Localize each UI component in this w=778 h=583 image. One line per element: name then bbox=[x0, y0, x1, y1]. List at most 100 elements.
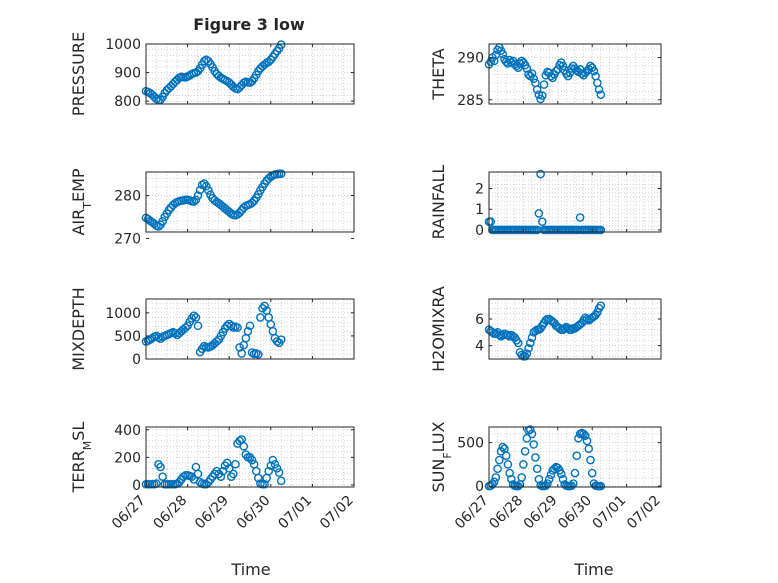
data-point bbox=[276, 169, 286, 179]
data-point bbox=[489, 477, 499, 487]
data-point bbox=[524, 344, 533, 353]
y-tick-label: 6 bbox=[475, 312, 484, 328]
data-point bbox=[264, 466, 274, 476]
data-point bbox=[222, 458, 232, 468]
data-point bbox=[507, 474, 516, 484]
data-point bbox=[589, 66, 599, 76]
data-point bbox=[529, 74, 539, 83]
data-point bbox=[247, 198, 257, 208]
y-axis-label: H2OMIXRA bbox=[429, 286, 448, 372]
y-tick-label: 1000 bbox=[105, 306, 141, 322]
data-point bbox=[268, 455, 278, 465]
data-point bbox=[216, 472, 226, 481]
data-point bbox=[204, 186, 213, 195]
data-point bbox=[498, 442, 508, 452]
data-point bbox=[235, 436, 244, 446]
data-point bbox=[587, 468, 597, 478]
grid-lines bbox=[145, 298, 355, 360]
data-point bbox=[491, 473, 501, 482]
data-point bbox=[501, 451, 511, 460]
data-point bbox=[538, 91, 547, 100]
data-point bbox=[586, 455, 595, 465]
grid-lines bbox=[145, 172, 355, 232]
data-point bbox=[558, 61, 568, 71]
data-point bbox=[154, 333, 163, 342]
y-tick-label: 290 bbox=[457, 51, 484, 67]
axes-box bbox=[145, 43, 355, 105]
y-axis-label: SUNFLUX bbox=[429, 421, 454, 492]
y-axis-label: PRESSURE bbox=[69, 32, 88, 116]
y-tick-label: 400 bbox=[114, 423, 141, 439]
data-point bbox=[193, 191, 203, 200]
data-point bbox=[525, 425, 535, 434]
data-point bbox=[532, 85, 542, 94]
data-point bbox=[556, 469, 566, 479]
data-point bbox=[538, 217, 547, 226]
data-point bbox=[570, 468, 580, 478]
data-point bbox=[575, 213, 585, 222]
data-point bbox=[276, 40, 286, 49]
data-point bbox=[231, 459, 240, 469]
data-point bbox=[513, 338, 523, 348]
data-point bbox=[524, 70, 533, 79]
x-axis-label-right: Time bbox=[573, 560, 613, 579]
data-point bbox=[189, 311, 199, 320]
subplot-6: 4 6 H2OMIXRA bbox=[429, 286, 662, 372]
axes-box bbox=[488, 43, 662, 105]
data-series bbox=[141, 435, 286, 489]
data-point bbox=[158, 472, 167, 481]
data-point bbox=[247, 455, 257, 465]
subplot-4: 0 1 2 RAINFALL bbox=[429, 165, 662, 239]
data-point bbox=[235, 208, 244, 218]
data-point bbox=[202, 479, 211, 489]
data-point bbox=[505, 468, 514, 478]
data-point bbox=[527, 69, 537, 78]
data-point bbox=[181, 323, 190, 332]
data-point bbox=[156, 462, 165, 472]
data-point bbox=[199, 179, 209, 188]
y-tick-label: 1 bbox=[475, 202, 484, 218]
data-point bbox=[486, 57, 496, 67]
y-tick-label: 900 bbox=[114, 66, 141, 82]
data-point bbox=[229, 469, 238, 479]
data-point bbox=[534, 90, 544, 100]
subplot-2: 285 290 THETA bbox=[429, 43, 662, 109]
data-point bbox=[527, 429, 537, 439]
data-point bbox=[522, 64, 532, 73]
data-point bbox=[264, 57, 274, 67]
data-point bbox=[254, 350, 263, 359]
data-point bbox=[164, 205, 174, 215]
data-point bbox=[527, 333, 537, 342]
data-point bbox=[189, 197, 199, 206]
data-point bbox=[258, 303, 267, 313]
subplot-1: 800 900 1000 PRESSURE bbox=[69, 32, 355, 116]
y-tick-label: 2 bbox=[475, 182, 484, 198]
data-point bbox=[567, 481, 576, 490]
y-tick-label: 500 bbox=[114, 329, 141, 345]
data-point bbox=[529, 440, 539, 449]
subplot-3: 280 270 AIRTEMP bbox=[69, 168, 355, 247]
data-point bbox=[179, 472, 188, 481]
y-axis-label: TERRMSL bbox=[69, 422, 94, 494]
y-tick-label: 0 bbox=[475, 479, 484, 495]
data-point bbox=[572, 451, 582, 460]
data-point bbox=[243, 327, 253, 336]
y-tick-label: 0 bbox=[475, 223, 484, 239]
y-tick-label: 1000 bbox=[105, 37, 141, 53]
data-point bbox=[260, 301, 269, 311]
data-point bbox=[229, 82, 238, 92]
data-series bbox=[484, 301, 606, 361]
data-point bbox=[503, 460, 513, 469]
data-point bbox=[158, 216, 167, 226]
data-point bbox=[558, 474, 568, 484]
data-point bbox=[202, 181, 211, 191]
y-tick-label: 280 bbox=[114, 189, 141, 205]
y-tick-label: 4 bbox=[475, 339, 484, 355]
data-point bbox=[522, 349, 532, 358]
data-point bbox=[256, 313, 265, 322]
grid-lines bbox=[488, 171, 662, 232]
data-point bbox=[593, 308, 602, 317]
axes-box bbox=[488, 426, 662, 488]
data-point bbox=[147, 333, 157, 343]
